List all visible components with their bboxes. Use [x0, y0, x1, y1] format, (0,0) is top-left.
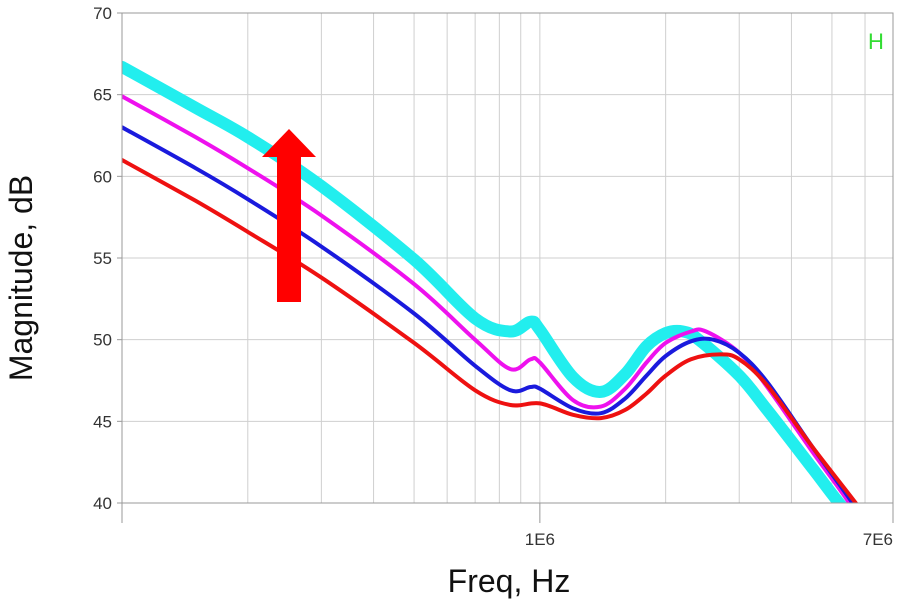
- y-tick-label: 40: [93, 494, 112, 513]
- y-tick-label: 55: [93, 249, 112, 268]
- series-line-3: [122, 94, 852, 503]
- grid: [122, 13, 893, 503]
- y-tick-label: 50: [93, 331, 112, 350]
- y-tick-label: 45: [93, 412, 112, 431]
- y-tick-label: 65: [93, 86, 112, 105]
- y-tick-label: 70: [93, 4, 112, 23]
- x-tick-label: 7E6: [863, 530, 893, 549]
- series-line-1: [122, 158, 859, 503]
- tick-labels: 40 45 50 55 60 65 70 1E6 7E6: [93, 4, 894, 549]
- series-line-2: [122, 125, 855, 503]
- y-tick-label: 60: [93, 167, 112, 186]
- legend-marker: H: [868, 29, 884, 54]
- up-arrow-annotation: [262, 129, 316, 302]
- x-tick-label: 1E6: [525, 530, 555, 549]
- x-axis-title: Freq, Hz: [448, 563, 571, 599]
- arrow-head: [262, 129, 316, 157]
- y-axis-title: Magnitude, dB: [3, 175, 39, 381]
- arrow-shaft: [277, 154, 301, 302]
- series-line-4: [122, 60, 847, 503]
- series-layer: [122, 60, 859, 503]
